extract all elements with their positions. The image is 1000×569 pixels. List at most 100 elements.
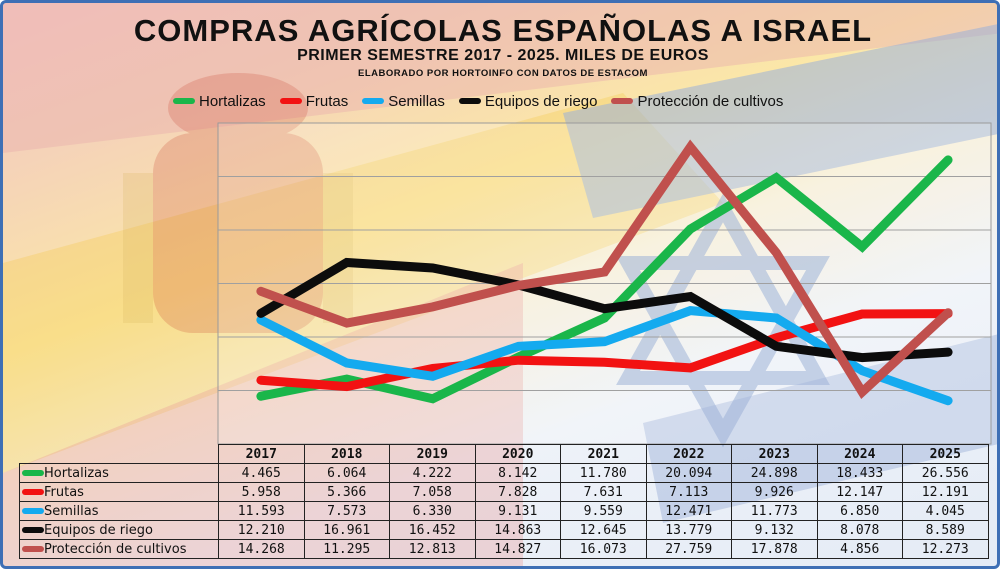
data-table: 2017 2018 2019 2020 2021 2022 2023 2024 2025 Hor… bbox=[19, 444, 989, 559]
row-swatch bbox=[22, 527, 44, 533]
data-label: 16.073 bbox=[560, 539, 647, 559]
data-label: 8.142 bbox=[474, 463, 561, 483]
data-label: 11.773 bbox=[731, 501, 818, 521]
data-label: 16.452 bbox=[389, 520, 476, 540]
table-row: Protección de cultivos 14.268 11.295 12.813… bbox=[19, 539, 989, 559]
x-tick-label: 2023 bbox=[731, 444, 818, 464]
spain-flag-red-stripe-top bbox=[3, 3, 997, 153]
legend-swatch bbox=[362, 98, 385, 104]
legend-item: Equipos de riego bbox=[458, 92, 598, 110]
table-row: Frutas 5.958 5.366 7.058 7.828 7.631 7.113 9.92… bbox=[19, 482, 989, 502]
row-label-cell: Semillas bbox=[19, 501, 219, 521]
table-row: Semillas 11.593 7.573 6.330 9.131 9.559 12.471… bbox=[19, 501, 989, 521]
x-tick-label: 2019 bbox=[389, 444, 476, 464]
legend-label: Protección de cultivos bbox=[637, 92, 784, 110]
row-label: Protección de cultivos bbox=[44, 541, 187, 557]
row-label-cell: Frutas bbox=[19, 482, 219, 502]
data-label: 14.268 bbox=[218, 539, 305, 559]
data-label: 5.958 bbox=[218, 482, 305, 502]
data-label: 12.273 bbox=[902, 539, 989, 559]
plot-area bbox=[217, 122, 992, 445]
data-label: 6.850 bbox=[816, 501, 903, 521]
table-row: Equipos de riego 12.210 16.961 16.452 14.863… bbox=[19, 520, 989, 540]
x-tick-label: 2021 bbox=[560, 444, 647, 464]
x-tick-label: 2022 bbox=[645, 444, 732, 464]
data-label: 27.759 bbox=[645, 539, 732, 559]
legend-label: Frutas bbox=[305, 92, 349, 110]
legend-swatch bbox=[173, 98, 195, 104]
legend-swatch bbox=[279, 98, 302, 104]
row-label-cell: Protección de cultivos bbox=[19, 539, 219, 559]
x-tick-label: 2018 bbox=[303, 444, 390, 464]
row-label-cell: Equipos de riego bbox=[19, 520, 219, 540]
data-label: 9.132 bbox=[731, 520, 818, 540]
data-label: 16.961 bbox=[303, 520, 390, 540]
legend-item: Semillas bbox=[362, 93, 445, 110]
data-label: 7.631 bbox=[560, 482, 647, 502]
row-swatch bbox=[22, 489, 44, 495]
x-tick-label: 2025 bbox=[902, 444, 989, 464]
chart-credit: ELABORADO POR HORTOINFO CON DATOS DE EST… bbox=[358, 68, 648, 79]
x-tick-label: 2020 bbox=[474, 444, 561, 464]
row-swatch bbox=[22, 470, 44, 476]
legend-swatch bbox=[458, 98, 481, 104]
legend-label: Equipos de riego bbox=[484, 92, 598, 110]
data-label: 4.045 bbox=[902, 501, 989, 521]
row-swatch bbox=[22, 508, 44, 514]
chart-title: COMPRAS AGRÍCOLAS ESPAÑOLAS A ISRAEL bbox=[133, 13, 873, 48]
legend-label: Hortalizas bbox=[199, 92, 266, 110]
data-label: 9.559 bbox=[560, 501, 647, 521]
data-label: 11.295 bbox=[303, 539, 390, 559]
data-label: 9.131 bbox=[474, 501, 561, 521]
data-label: 12.813 bbox=[389, 539, 476, 559]
data-label: 5.366 bbox=[303, 482, 390, 502]
data-label: 8.589 bbox=[902, 520, 989, 540]
data-label: 9.926 bbox=[731, 482, 818, 502]
data-label: 18.433 bbox=[816, 463, 903, 483]
legend-swatch bbox=[611, 98, 634, 104]
legend-label: Semillas bbox=[388, 92, 445, 110]
table-header-row: 2017 2018 2019 2020 2021 2022 2023 2024 2025 bbox=[20, 444, 989, 464]
legend-item: Protección de cultivos bbox=[611, 93, 783, 110]
data-label: 14.827 bbox=[474, 539, 561, 559]
row-label: Frutas bbox=[44, 484, 84, 500]
data-label: 12.147 bbox=[816, 482, 903, 502]
row-label: Semillas bbox=[44, 503, 99, 519]
legend-item: Frutas bbox=[279, 92, 349, 110]
data-label: 26.556 bbox=[902, 463, 989, 483]
data-label: 7.573 bbox=[303, 501, 390, 521]
data-label: 8.078 bbox=[816, 520, 903, 540]
row-label: Hortalizas bbox=[44, 465, 109, 481]
data-label: 6.064 bbox=[303, 463, 390, 483]
table-corner bbox=[20, 445, 219, 464]
row-swatch bbox=[22, 546, 44, 552]
table-body: Hortalizas 4.465 6.064 4.222 8.142 11.780 20.0… bbox=[19, 463, 989, 559]
data-label: 7.113 bbox=[645, 482, 732, 502]
data-label: 24.898 bbox=[731, 463, 818, 483]
data-label: 12.645 bbox=[560, 520, 647, 540]
data-label: 14.863 bbox=[474, 520, 561, 540]
data-label: 17.878 bbox=[731, 539, 818, 559]
chart-subtitle: PRIMER SEMESTRE 2017 - 2025. MILES DE EU… bbox=[297, 47, 709, 64]
chart-legend: Hortalizas Frutas Semillas Equipos de riego… bbox=[173, 91, 783, 111]
data-label: 7.058 bbox=[389, 482, 476, 502]
row-label-cell: Hortalizas bbox=[19, 463, 219, 483]
data-label: 4.856 bbox=[816, 539, 903, 559]
data-label: 4.465 bbox=[218, 463, 305, 483]
data-label: 6.330 bbox=[389, 501, 476, 521]
data-label: 12.471 bbox=[645, 501, 732, 521]
x-tick-label: 2017 bbox=[218, 444, 305, 464]
data-label: 13.779 bbox=[645, 520, 732, 540]
table-row: Hortalizas 4.465 6.064 4.222 8.142 11.780 20.0… bbox=[19, 463, 989, 483]
data-label: 7.828 bbox=[474, 482, 561, 502]
data-label: 11.593 bbox=[218, 501, 305, 521]
data-label: 20.094 bbox=[645, 463, 732, 483]
data-label: 11.780 bbox=[560, 463, 647, 483]
x-tick-label: 2024 bbox=[816, 444, 903, 464]
data-label: 4.222 bbox=[389, 463, 476, 483]
row-label: Equipos de riego bbox=[44, 522, 153, 538]
legend-item: Hortalizas bbox=[173, 93, 266, 110]
data-label: 12.191 bbox=[902, 482, 989, 502]
data-label: 12.210 bbox=[218, 520, 305, 540]
